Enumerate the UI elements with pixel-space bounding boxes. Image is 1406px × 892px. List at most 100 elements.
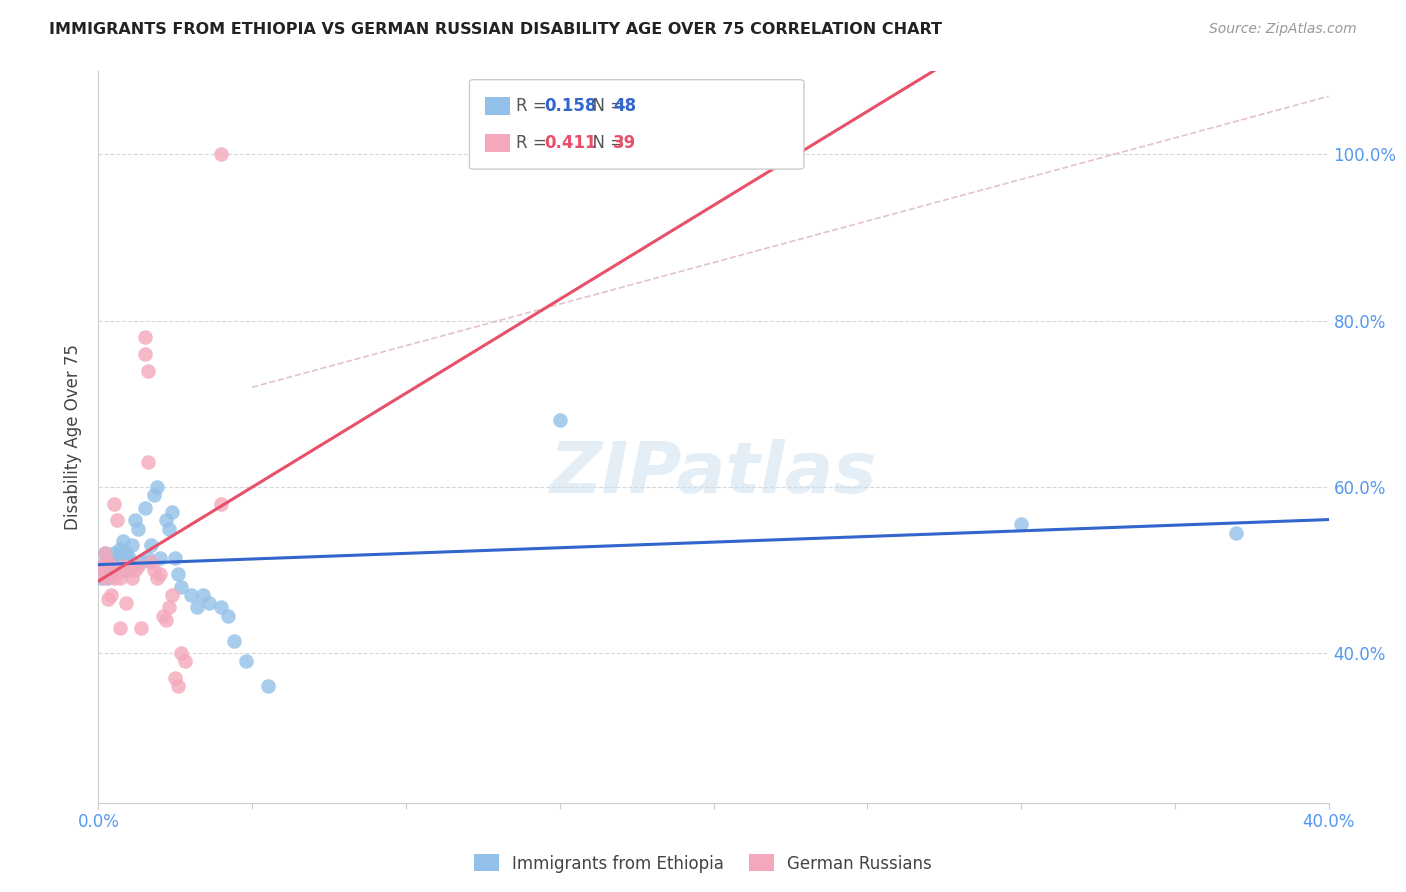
Point [97, 592, 120, 607]
Point [235, 655, 257, 669]
Point [118, 555, 141, 569]
Point [100, 588, 122, 602]
Point [105, 563, 128, 577]
Point [134, 500, 156, 515]
Point [155, 613, 177, 627]
Point [134, 330, 156, 344]
Point [108, 542, 131, 557]
Text: IMMIGRANTS FROM ETHIOPIA VS GERMAN RUSSIAN DISABILITY AGE OVER 75 CORRELATION CH: IMMIGRANTS FROM ETHIOPIA VS GERMAN RUSSI… [49, 22, 942, 37]
Text: 48: 48 [613, 97, 636, 115]
Point [146, 480, 169, 494]
Point [115, 546, 138, 560]
Point [152, 608, 174, 623]
Point [139, 538, 162, 552]
Point [198, 596, 221, 610]
Point [100, 567, 122, 582]
Legend: Immigrants from Ethiopia, German Russians: Immigrants from Ethiopia, German Russian… [467, 847, 939, 880]
Point [112, 533, 135, 548]
Point [155, 513, 177, 527]
Point [1225, 525, 1247, 540]
Point [134, 347, 156, 361]
Point [136, 363, 159, 377]
Point [105, 550, 128, 565]
Point [103, 555, 125, 569]
Point [90, 558, 112, 573]
Point [118, 550, 141, 565]
Point [108, 571, 131, 585]
Point [103, 497, 125, 511]
Point [170, 580, 193, 594]
Point [165, 550, 187, 565]
Point [146, 571, 169, 585]
Point [90, 567, 112, 582]
Point [136, 455, 159, 469]
Point [170, 646, 193, 660]
Point [136, 550, 159, 565]
Text: N =: N = [582, 134, 630, 152]
Point [97, 558, 120, 573]
Point [112, 563, 135, 577]
Point [139, 555, 162, 569]
Point [100, 555, 122, 569]
Point [180, 588, 202, 602]
Point [217, 608, 239, 623]
Point [90, 563, 112, 577]
Point [222, 633, 245, 648]
Point [100, 558, 122, 573]
Point [93, 555, 115, 569]
Point [105, 513, 128, 527]
Point [108, 621, 131, 635]
Point [93, 571, 115, 585]
Point [186, 600, 208, 615]
Point [211, 600, 233, 615]
Point [256, 680, 278, 694]
Point [103, 571, 125, 585]
Point [93, 546, 115, 560]
Point [127, 558, 149, 573]
Point [157, 600, 180, 615]
Text: Source: ZipAtlas.com: Source: ZipAtlas.com [1209, 22, 1357, 37]
Point [165, 671, 187, 685]
Point [97, 571, 120, 585]
Point [548, 413, 571, 427]
Point [162, 588, 183, 602]
Text: ZIPatlas: ZIPatlas [550, 439, 877, 508]
Point [167, 680, 190, 694]
Point [103, 546, 125, 560]
Point [149, 550, 172, 565]
Point [149, 567, 172, 582]
Point [90, 571, 112, 585]
Y-axis label: Disability Age Over 75: Disability Age Over 75 [65, 344, 83, 530]
Point [124, 563, 146, 577]
Text: R =: R = [516, 134, 551, 152]
Point [1010, 517, 1032, 532]
Text: 39: 39 [613, 134, 636, 152]
Point [173, 655, 195, 669]
Point [167, 567, 190, 582]
Text: 0.411: 0.411 [544, 134, 596, 152]
Point [127, 521, 149, 535]
Point [142, 563, 165, 577]
Point [131, 621, 153, 635]
Text: R =: R = [516, 97, 551, 115]
Text: N =: N = [582, 97, 630, 115]
Point [105, 558, 128, 573]
Point [115, 596, 138, 610]
Text: 0.158: 0.158 [544, 97, 596, 115]
Point [121, 538, 143, 552]
Point [211, 147, 233, 161]
Point [211, 497, 233, 511]
Point [115, 563, 138, 577]
Point [124, 513, 146, 527]
Point [97, 555, 120, 569]
Point [191, 588, 214, 602]
Point [157, 521, 180, 535]
Point [112, 558, 135, 573]
Point [121, 571, 143, 585]
Point [162, 505, 183, 519]
Point [118, 563, 141, 577]
Point [131, 555, 153, 569]
Point [142, 488, 165, 502]
Point [108, 555, 131, 569]
Point [93, 546, 115, 560]
